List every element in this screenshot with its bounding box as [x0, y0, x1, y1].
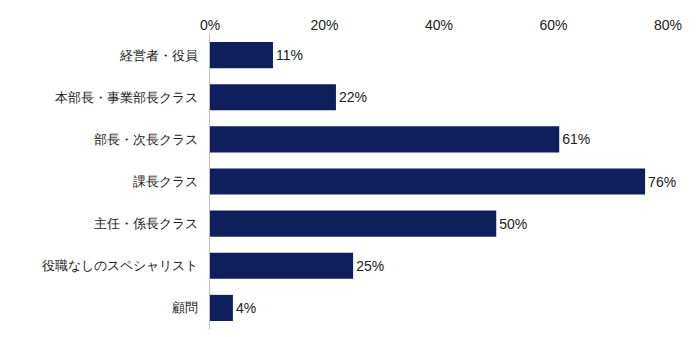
svg-text:50%: 50% [499, 216, 527, 232]
svg-text:76%: 76% [648, 174, 676, 190]
svg-text:部長・次長クラス: 部長・次長クラス [94, 132, 198, 147]
svg-text:4%: 4% [236, 300, 256, 316]
svg-text:61%: 61% [562, 131, 590, 147]
svg-text:80%: 80% [654, 17, 682, 33]
svg-text:11%: 11% [276, 47, 303, 63]
svg-text:役職なしのスペシャリスト: 役職なしのスペシャリスト [42, 258, 198, 273]
svg-text:22%: 22% [339, 89, 367, 105]
svg-text:20%: 20% [310, 17, 338, 33]
svg-text:経営者・役員: 経営者・役員 [119, 48, 198, 63]
svg-text:本部長・事業部長クラス: 本部長・事業部長クラス [55, 90, 198, 105]
svg-text:0%: 0% [200, 17, 220, 33]
svg-text:課長クラス: 課長クラス [133, 174, 198, 189]
svg-text:40%: 40% [425, 17, 453, 33]
svg-text:顧問: 顧問 [172, 300, 198, 315]
svg-text:25%: 25% [356, 258, 384, 274]
svg-text:60%: 60% [539, 17, 567, 33]
svg-text:主任・係長クラス: 主任・係長クラス [94, 216, 198, 231]
